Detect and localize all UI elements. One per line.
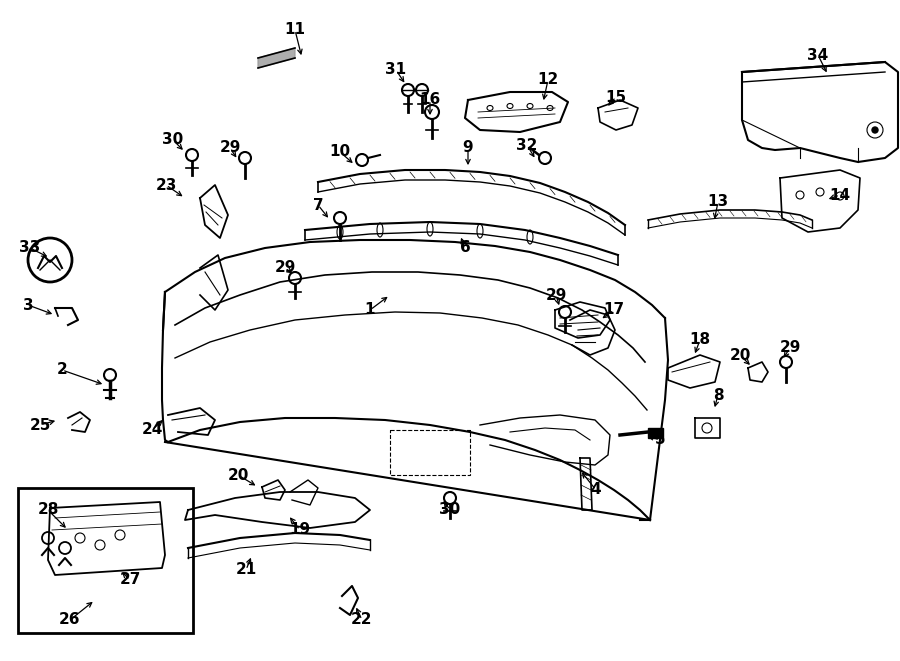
Bar bbox=[648, 428, 663, 438]
Text: 18: 18 bbox=[689, 332, 711, 348]
Bar bbox=[18, 488, 193, 633]
Ellipse shape bbox=[477, 224, 483, 238]
Text: 32: 32 bbox=[517, 137, 537, 153]
Text: 21: 21 bbox=[236, 563, 256, 578]
Text: 8: 8 bbox=[713, 387, 724, 403]
Text: 29: 29 bbox=[220, 141, 240, 155]
Text: 20: 20 bbox=[228, 467, 248, 483]
Text: 26: 26 bbox=[59, 613, 81, 627]
Text: 33: 33 bbox=[20, 241, 40, 256]
Bar bbox=[390, 430, 470, 475]
Text: 34: 34 bbox=[807, 48, 829, 63]
Text: 2: 2 bbox=[57, 362, 68, 377]
Text: 29: 29 bbox=[274, 260, 296, 276]
Text: 15: 15 bbox=[606, 89, 626, 104]
Text: 25: 25 bbox=[30, 418, 50, 432]
Text: 13: 13 bbox=[707, 194, 729, 210]
Text: 7: 7 bbox=[312, 198, 323, 212]
Text: 29: 29 bbox=[545, 288, 567, 303]
Text: 10: 10 bbox=[329, 145, 351, 159]
Text: 20: 20 bbox=[729, 348, 751, 362]
Polygon shape bbox=[258, 48, 295, 68]
Text: 27: 27 bbox=[120, 572, 140, 588]
Text: 16: 16 bbox=[419, 93, 441, 108]
Text: 9: 9 bbox=[463, 141, 473, 155]
Ellipse shape bbox=[337, 225, 343, 239]
Text: 30: 30 bbox=[162, 132, 184, 147]
Text: 11: 11 bbox=[284, 22, 305, 38]
Text: 30: 30 bbox=[439, 502, 461, 518]
Text: 5: 5 bbox=[654, 432, 665, 447]
Text: 24: 24 bbox=[141, 422, 163, 438]
Text: 14: 14 bbox=[830, 188, 850, 202]
Ellipse shape bbox=[527, 230, 533, 244]
Text: 29: 29 bbox=[779, 340, 801, 356]
Text: 28: 28 bbox=[37, 502, 58, 518]
Text: 3: 3 bbox=[22, 297, 33, 313]
Text: 6: 6 bbox=[460, 241, 471, 256]
Text: 22: 22 bbox=[351, 613, 373, 627]
Text: 23: 23 bbox=[156, 178, 176, 192]
Text: 17: 17 bbox=[603, 303, 625, 317]
Ellipse shape bbox=[377, 223, 383, 237]
Text: 1: 1 bbox=[364, 303, 375, 317]
Ellipse shape bbox=[427, 222, 433, 236]
Text: 19: 19 bbox=[290, 522, 310, 537]
Text: 4: 4 bbox=[590, 483, 601, 498]
Text: 31: 31 bbox=[385, 63, 407, 77]
Circle shape bbox=[872, 127, 878, 133]
Text: 12: 12 bbox=[537, 73, 559, 87]
